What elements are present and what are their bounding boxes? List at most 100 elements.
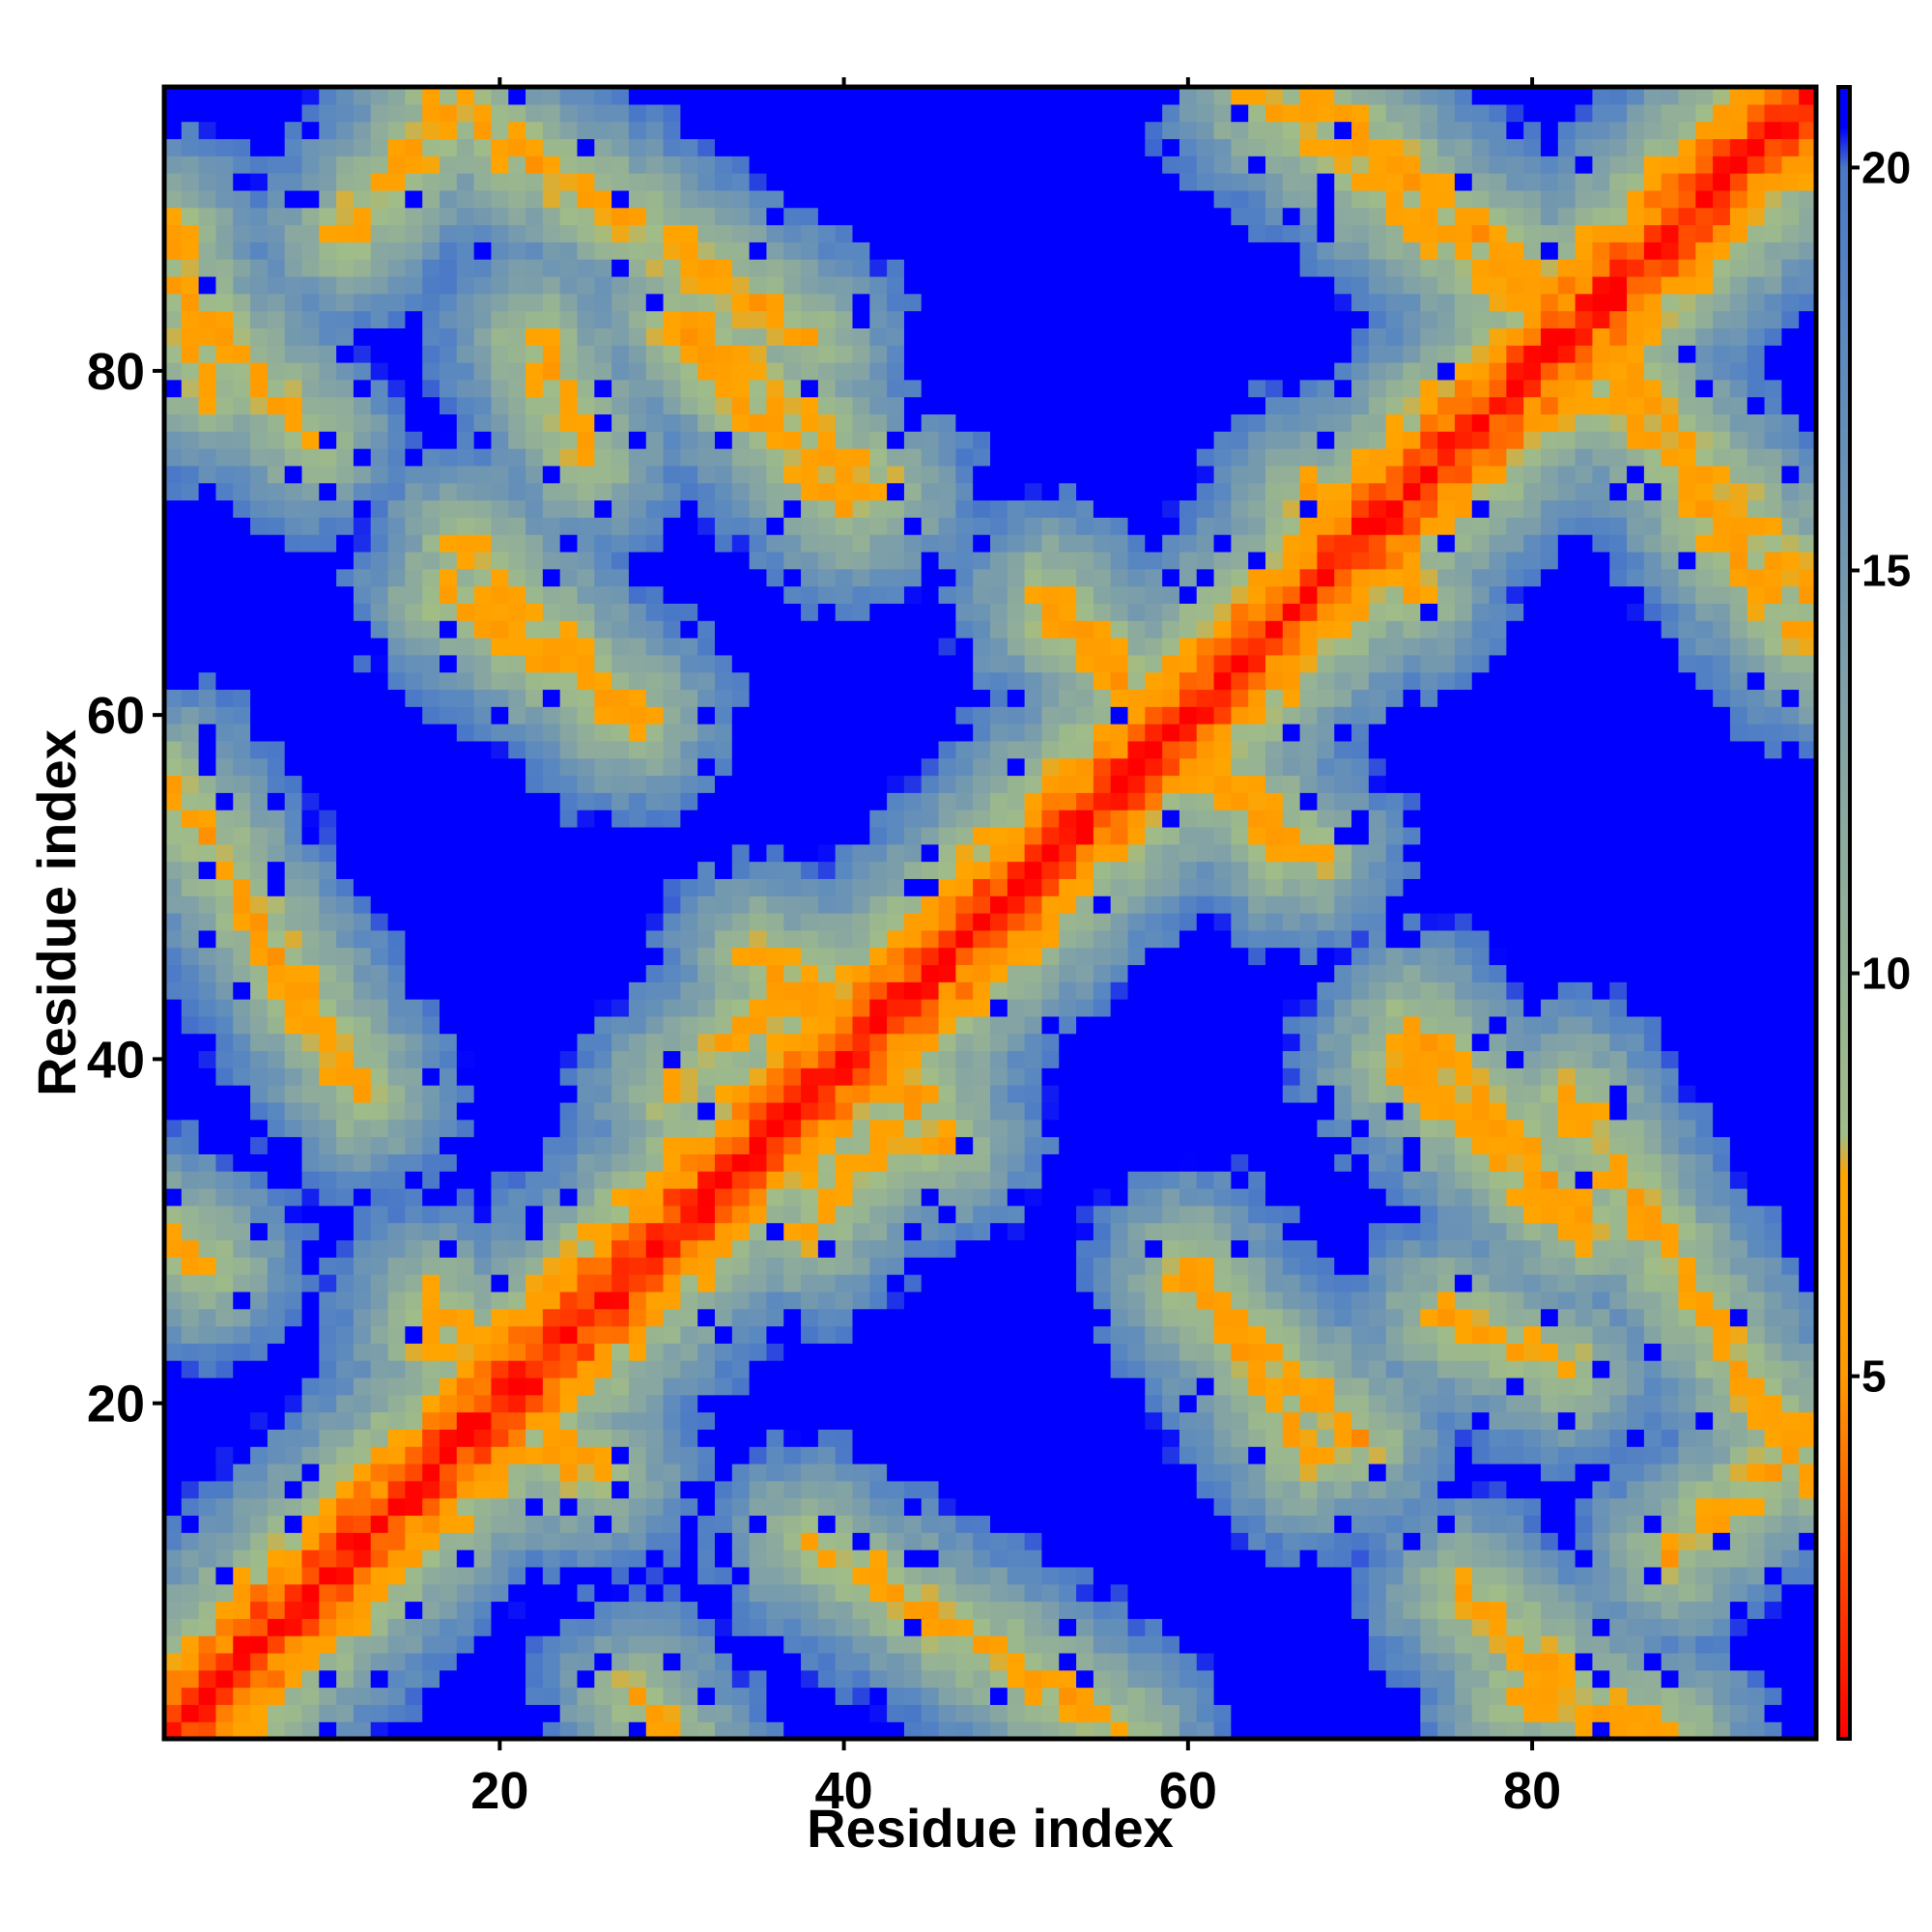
heatmap-cell <box>680 1360 698 1378</box>
heatmap-cell <box>508 792 526 810</box>
heatmap-cell <box>835 362 854 381</box>
heatmap-cell <box>181 1343 200 1361</box>
heatmap-cell <box>835 1360 854 1378</box>
heatmap-cell <box>456 895 475 914</box>
heatmap-cell <box>473 1308 493 1327</box>
heatmap-cell <box>645 103 665 123</box>
heatmap-cell <box>749 207 768 226</box>
heatmap-cell <box>336 1515 355 1533</box>
heatmap-cell <box>353 1153 372 1172</box>
heatmap-cell <box>526 1291 544 1310</box>
heatmap-cell <box>370 1308 389 1327</box>
heatmap-cell <box>301 1101 320 1121</box>
heatmap-cell <box>663 1222 681 1241</box>
heatmap-cell <box>301 499 320 518</box>
heatmap-cell <box>835 259 854 277</box>
heatmap-cell <box>1007 603 1026 621</box>
heatmap-cell <box>250 1101 269 1121</box>
heatmap-cell <box>456 654 475 673</box>
heatmap-cell <box>663 1704 681 1722</box>
heatmap-cell <box>1024 1119 1043 1138</box>
heatmap-cell <box>181 843 200 863</box>
heatmap-cell <box>955 1446 974 1464</box>
heatmap-cell <box>1007 310 1026 328</box>
heatmap-cell <box>215 379 234 398</box>
heatmap-cell <box>680 1429 698 1447</box>
heatmap-cell <box>1007 620 1026 639</box>
heatmap-cell <box>715 1652 733 1671</box>
heatmap-cell <box>250 1136 269 1154</box>
heatmap-cell <box>387 413 406 432</box>
heatmap-cell <box>473 706 493 724</box>
heatmap-cell <box>749 1188 768 1207</box>
heatmap-cell <box>611 947 630 966</box>
heatmap-cell <box>198 706 217 724</box>
heatmap-cell <box>731 929 751 949</box>
heatmap-cell <box>181 1050 200 1068</box>
heatmap-cell <box>973 689 991 707</box>
heatmap-cell <box>680 1291 698 1310</box>
heatmap-cell <box>422 1171 440 1189</box>
heatmap-cell <box>611 792 630 810</box>
heatmap-cell <box>387 861 406 879</box>
heatmap-cell <box>233 1618 251 1636</box>
heatmap-cell <box>301 1429 320 1447</box>
heatmap-cell <box>405 792 423 810</box>
heatmap-cell <box>628 517 647 535</box>
heatmap-cell <box>611 482 630 501</box>
heatmap-cell <box>628 775 647 793</box>
heatmap-cell <box>181 1377 200 1396</box>
heatmap-cell <box>559 1067 579 1086</box>
heatmap-cell <box>215 706 234 724</box>
heatmap-cell <box>301 1153 320 1172</box>
heatmap-cell <box>1041 1222 1060 1241</box>
heatmap-cell <box>955 1549 974 1568</box>
heatmap-cell <box>645 1274 665 1293</box>
heatmap-cell <box>766 1050 784 1068</box>
heatmap-cell <box>938 1532 956 1550</box>
heatmap-cell <box>526 671 544 691</box>
heatmap-cell <box>835 448 854 467</box>
heatmap-cell <box>1024 1446 1043 1464</box>
heatmap-cell <box>301 724 320 742</box>
heatmap-cell <box>508 654 526 673</box>
heatmap-cell <box>697 810 716 828</box>
heatmap-cell <box>284 448 303 467</box>
heatmap-cell <box>903 603 923 621</box>
heatmap-cell <box>817 620 837 639</box>
heatmap-cell <box>301 981 320 1000</box>
heatmap-cell <box>284 1601 303 1619</box>
heatmap-cell <box>766 396 784 415</box>
heatmap-cell <box>164 981 183 1000</box>
heatmap-cell <box>835 724 854 742</box>
heatmap-cell <box>938 826 956 845</box>
heatmap-cell <box>990 757 1009 777</box>
heatmap-cell <box>559 810 579 828</box>
heatmap-cell <box>215 568 234 587</box>
heatmap-cell <box>456 878 475 896</box>
heatmap-cell <box>215 671 234 691</box>
heatmap-cell <box>440 1308 458 1327</box>
heatmap-cell <box>938 1325 956 1344</box>
heatmap-cell <box>353 964 372 982</box>
heatmap-cell <box>233 1601 251 1619</box>
heatmap-cell <box>663 1669 681 1689</box>
heatmap-cell <box>869 173 888 191</box>
heatmap-cell <box>887 1429 905 1447</box>
heatmap-cell <box>645 638 665 656</box>
heatmap-cell <box>817 1257 837 1275</box>
heatmap-cell <box>250 757 269 777</box>
heatmap-cell <box>526 1669 544 1689</box>
heatmap-cell <box>887 1463 905 1482</box>
heatmap-cell <box>783 585 802 604</box>
heatmap-cell <box>181 1704 200 1722</box>
heatmap-cell <box>697 826 716 845</box>
heatmap-cell <box>353 1222 372 1241</box>
heatmap-cell <box>783 740 802 759</box>
heatmap-cell <box>267 1343 286 1361</box>
heatmap-cell <box>440 568 458 587</box>
heatmap-cell <box>215 482 234 501</box>
heatmap-cell <box>715 189 733 209</box>
heatmap-cell <box>542 499 561 518</box>
heatmap-cell <box>215 999 234 1017</box>
